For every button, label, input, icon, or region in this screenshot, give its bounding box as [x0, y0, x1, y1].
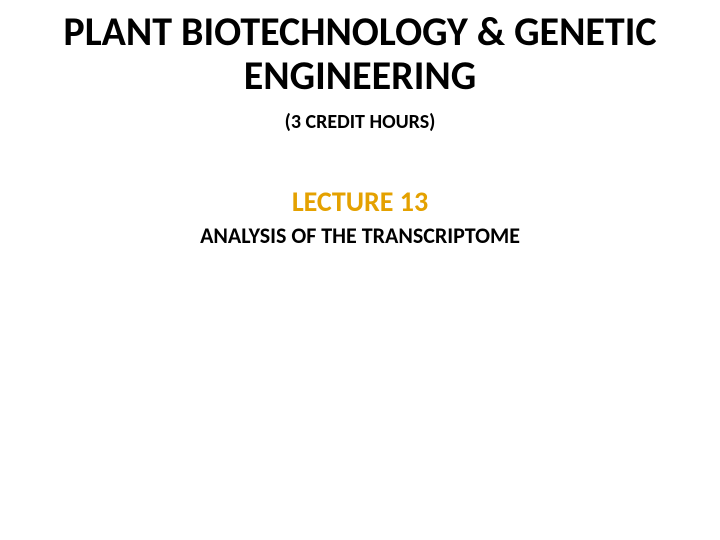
lecture-number: LECTURE 13 — [0, 184, 720, 219]
slide: PLANT BIOTECHNOLOGY & GENETIC ENGINEERIN… — [0, 0, 720, 540]
credit-hours: (3 CREDIT HOURS) — [0, 110, 720, 134]
course-title: PLANT BIOTECHNOLOGY & GENETIC ENGINEERIN… — [0, 10, 720, 98]
lecture-subtitle: ANALYSIS OF THE TRANSCRIPTOME — [0, 222, 720, 249]
